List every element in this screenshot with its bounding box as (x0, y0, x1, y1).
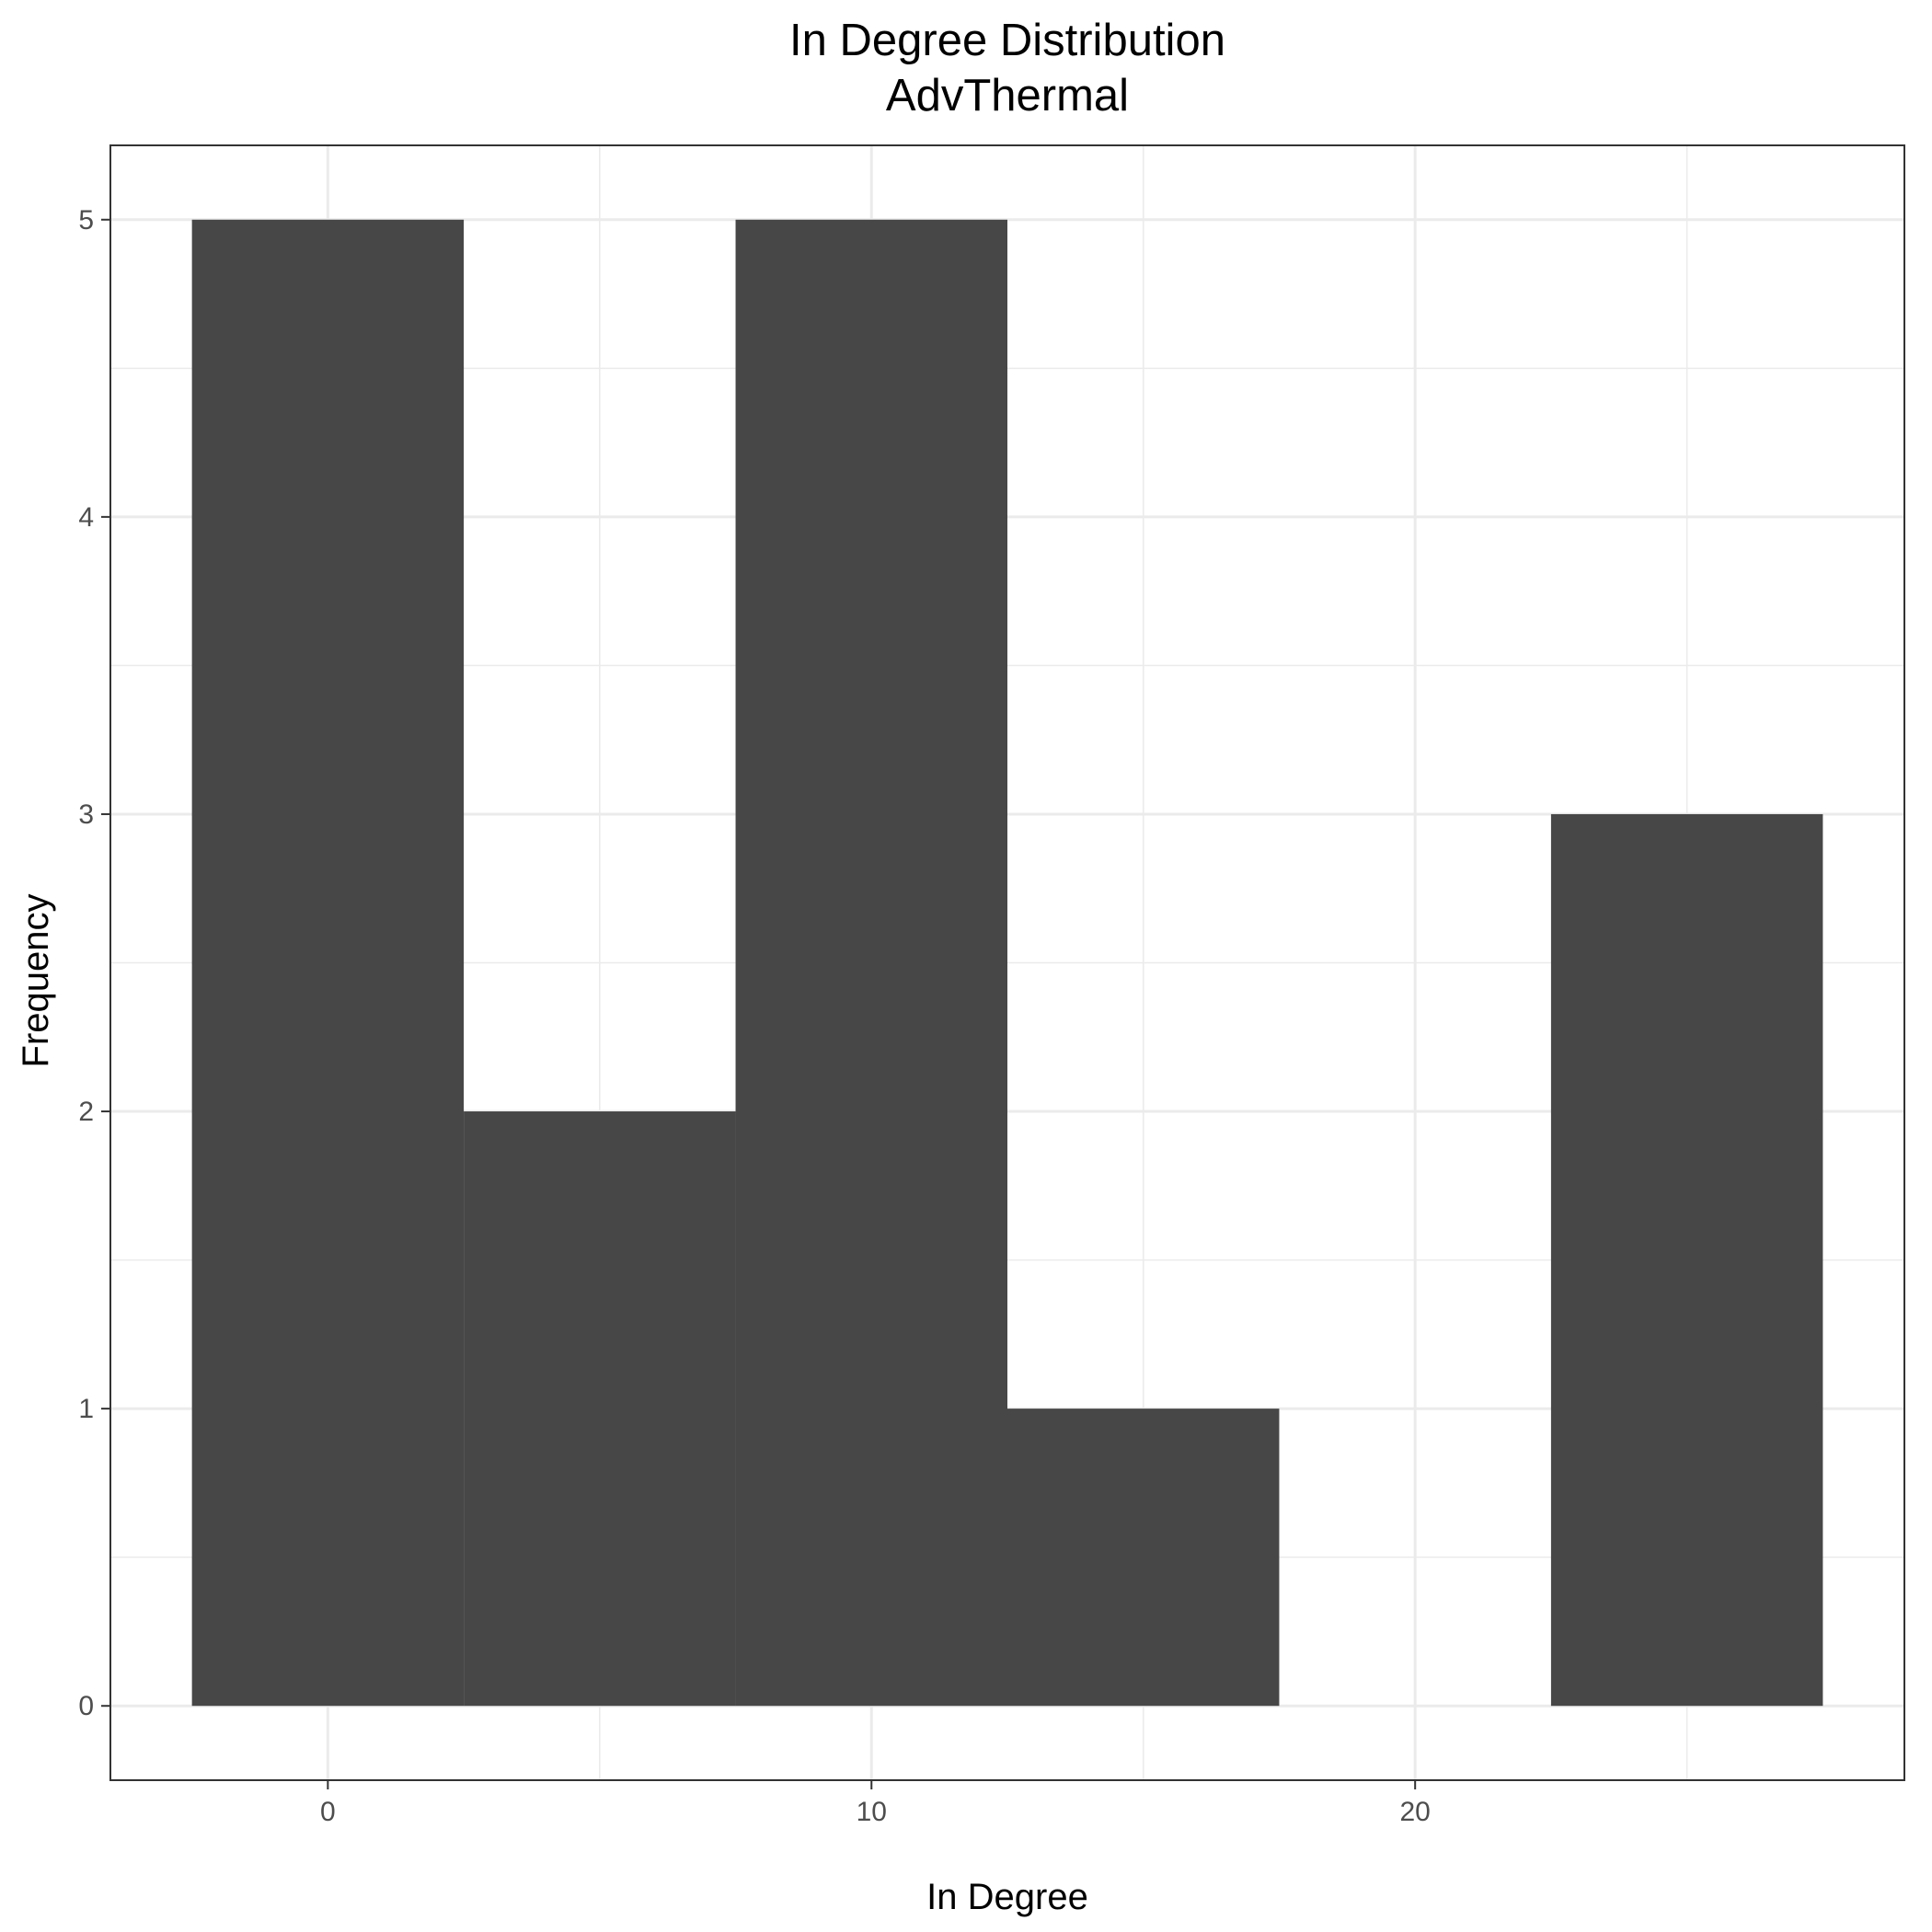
histogram-bar (735, 219, 1007, 1707)
y-tick-label: 3 (78, 799, 94, 830)
x-tick-label: 20 (1399, 1797, 1430, 1827)
histogram-bar (464, 1111, 736, 1707)
y-tick-label: 2 (78, 1097, 94, 1127)
y-tick-label: 5 (78, 205, 94, 236)
histogram-bar (1550, 813, 1823, 1707)
chart-subtitle: AdvThermal (886, 71, 1129, 121)
y-tick-label: 0 (78, 1691, 94, 1721)
axes: 0 10 20 0 1 2 3 4 5 (78, 205, 1431, 1827)
x-tick-label: 10 (857, 1797, 887, 1827)
histogram-bars (191, 219, 1823, 1707)
x-tick-label: 0 (320, 1797, 336, 1827)
panel-border (109, 144, 1905, 1781)
y-tick-label: 1 (78, 1394, 94, 1424)
y-tick-label: 4 (78, 502, 94, 533)
histogram-bar (191, 219, 465, 1707)
chart-title: In Degree Distribution (789, 16, 1225, 65)
histogram-bar (1007, 1409, 1280, 1707)
y-axis-title: Frequency (16, 894, 56, 1068)
x-axis-title: In Degree (926, 1877, 1088, 1917)
